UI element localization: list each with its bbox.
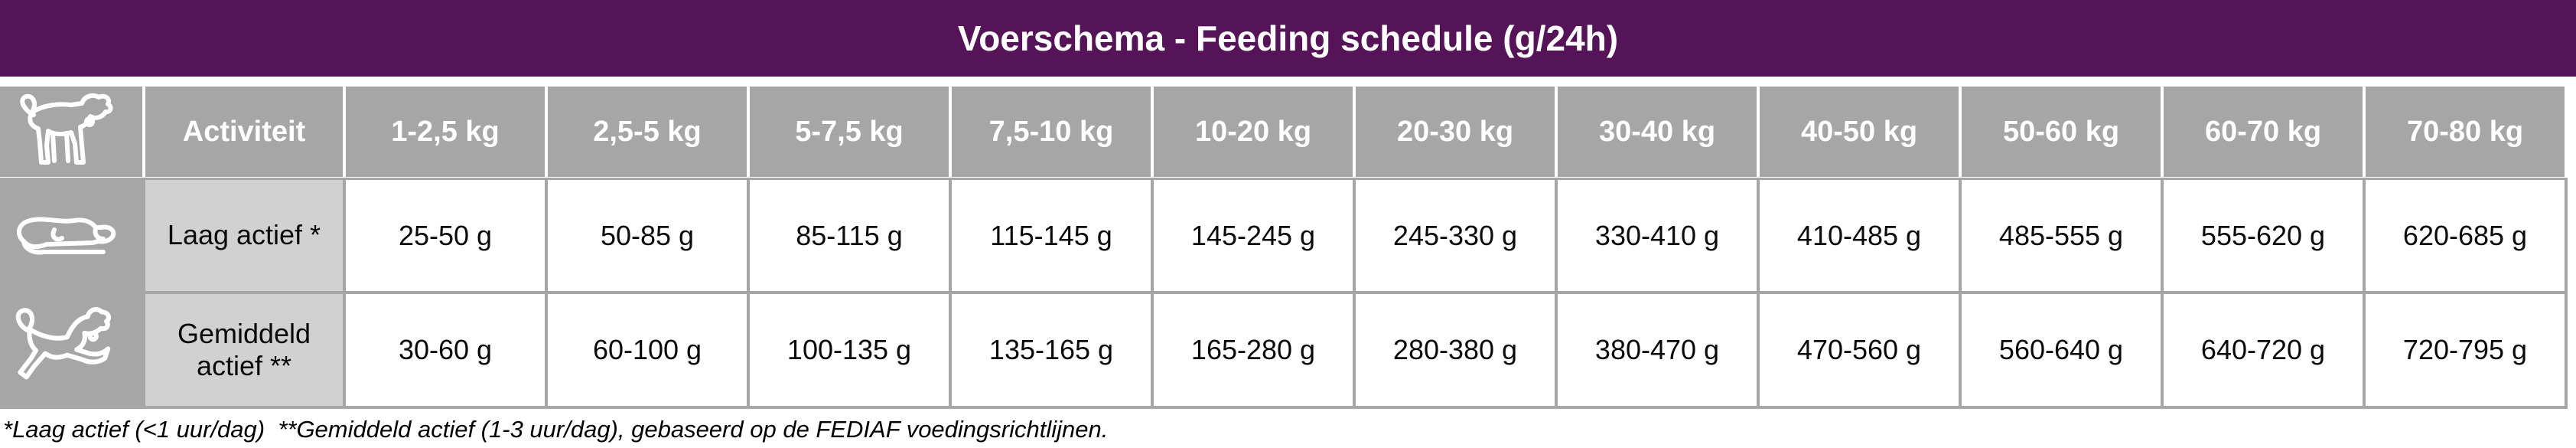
lying-dog-icon [16, 216, 116, 254]
amount-cell: 165-280 g [1154, 294, 1353, 406]
page-title: Voerschema - Feeding schedule (g/24h) [957, 18, 1619, 58]
amount-cell: 25-50 g [346, 180, 545, 291]
amount-cell: 100-135 g [750, 294, 949, 406]
amount-cell: 330-410 g [1558, 180, 1757, 291]
amount-cell: 720-795 g [2366, 294, 2565, 406]
title-bar: Voerschema - Feeding schedule (g/24h) [0, 0, 2576, 77]
amount-cell: 50-85 g [548, 180, 747, 291]
amount-cell: 560-640 g [1962, 294, 2161, 406]
weight-header-cell: 1-2,5 kg [346, 87, 545, 177]
corner-icon-cell [0, 87, 142, 177]
amount-cell: 555-620 g [2164, 180, 2363, 291]
activity-column-header: Activiteit [145, 87, 343, 177]
weight-header-cell: 20-30 kg [1356, 87, 1555, 177]
amount-cell: 115-145 g [952, 180, 1151, 291]
amount-cell: 30-60 g [346, 294, 545, 406]
amount-cell: 145-245 g [1154, 180, 1353, 291]
weight-header-cell: 7,5-10 kg [952, 87, 1151, 177]
weight-header-cell: 5-7,5 kg [750, 87, 949, 177]
weight-header-cell: 60-70 kg [2164, 87, 2363, 177]
footnote: *Laag actief (<1 uur/dag) **Gemiddeld ac… [3, 416, 1109, 443]
amount-cell: 245-330 g [1356, 180, 1555, 291]
amount-cell: 280-380 g [1356, 294, 1555, 406]
activity-label-low: Laag actief * [145, 180, 343, 291]
medium-active-icon-cell [0, 294, 142, 406]
weight-header-cell: 2,5-5 kg [548, 87, 747, 177]
running-dog-icon [15, 307, 112, 380]
activity-label-medium: Gemiddeld actief ** [145, 294, 343, 406]
amount-cell: 470-560 g [1760, 294, 1959, 406]
weight-header-cell: 70-80 kg [2366, 87, 2565, 177]
amount-cell: 60-100 g [548, 294, 747, 406]
feeding-table: Activiteit Laag actief * Gemiddeld actie… [0, 87, 2568, 409]
amount-cell: 640-720 g [2164, 294, 2363, 406]
amount-cell: 410-485 g [1760, 180, 1959, 291]
amount-cell: 380-470 g [1558, 294, 1757, 406]
amount-cell: 485-555 g [1962, 180, 2161, 291]
standing-dog-icon [20, 93, 113, 165]
amount-cell: 135-165 g [952, 294, 1151, 406]
amount-cell: 85-115 g [750, 180, 949, 291]
weight-header-cell: 50-60 kg [1962, 87, 2161, 177]
weight-header-cell: 10-20 kg [1154, 87, 1353, 177]
low-active-icon-cell [0, 180, 142, 291]
amount-cell: 620-685 g [2366, 180, 2565, 291]
weight-header-cell: 40-50 kg [1760, 87, 1959, 177]
weight-header-cell: 30-40 kg [1558, 87, 1757, 177]
